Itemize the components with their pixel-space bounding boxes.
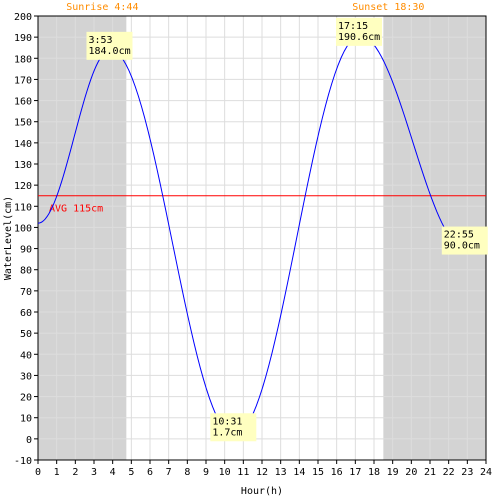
y-axis-ticks: -10 0 10 20 30 40 50 60 70 80 90 100 110 120 130 140 150…: [14, 12, 38, 467]
y-tick-label: 180: [14, 54, 32, 65]
x-tick-label: 20: [405, 467, 417, 478]
annotation-level: 184.0cm: [88, 46, 130, 57]
y-tick-label: 130: [14, 160, 32, 171]
x-tick-label: 17: [349, 467, 361, 478]
x-tick-label: 24: [480, 467, 492, 478]
x-tick-label: 23: [461, 467, 473, 478]
annotation-time: 17:15: [338, 21, 368, 32]
x-tick-label: 0: [35, 467, 41, 478]
x-tick-label: 15: [312, 467, 324, 478]
y-tick-label: 170: [14, 75, 32, 86]
sunset-label: Sunset 18:30: [352, 2, 424, 13]
y-tick-label: 140: [14, 139, 32, 150]
annotation-box: [441, 226, 488, 255]
x-tick-label: 14: [293, 467, 305, 478]
y-tick-label: 150: [14, 118, 32, 129]
y-tick-label: 80: [20, 266, 32, 277]
x-tick-label: 22: [443, 467, 455, 478]
x-tick-label: 21: [424, 467, 436, 478]
x-tick-label: 18: [368, 467, 380, 478]
y-tick-label: 0: [26, 435, 32, 446]
x-tick-label: 3: [91, 467, 97, 478]
x-tick-label: 13: [275, 467, 287, 478]
x-tick-label: 11: [237, 467, 249, 478]
x-tick-label: 9: [203, 467, 209, 478]
x-tick-label: 10: [219, 467, 231, 478]
grid: [37, 15, 487, 461]
y-tick-label: 70: [20, 287, 32, 298]
x-tick-label: 7: [166, 467, 172, 478]
y-tick-label: -10: [14, 456, 32, 467]
x-axis-label: Hour(h): [241, 486, 283, 497]
annotation-time: 10:31: [212, 416, 242, 427]
annotation-time: 3:53: [88, 35, 112, 46]
x-tick-label: 16: [331, 467, 343, 478]
x-tick-label: 5: [128, 467, 134, 478]
y-tick-label: 110: [14, 202, 32, 213]
annotation-level: 190.6cm: [338, 32, 380, 43]
x-tick-label: 4: [110, 467, 116, 478]
night-band-morning: [38, 16, 127, 460]
average-label: AVG 115cm: [49, 204, 103, 215]
x-tick-label: 19: [387, 467, 399, 478]
y-tick-label: 10: [20, 414, 32, 425]
annotation-box: [336, 17, 382, 46]
annotation-level: 90.0cm: [444, 241, 480, 252]
y-tick-label: 40: [20, 350, 32, 361]
x-tick-label: 1: [54, 467, 60, 478]
y-tick-label: 50: [20, 329, 32, 340]
y-axis-label: WaterLevel(cm): [3, 196, 14, 280]
x-tick-label: 6: [147, 467, 153, 478]
y-tick-label: 90: [20, 245, 32, 256]
x-tick-label: 2: [72, 467, 78, 478]
x-tick-label: 12: [256, 467, 268, 478]
annotation-box: [210, 413, 257, 442]
y-tick-label: 100: [14, 223, 32, 234]
annotation-box: [86, 31, 133, 60]
y-tick-label: 20: [20, 393, 32, 404]
sunrise-label: Sunrise 4:44: [66, 2, 138, 13]
y-tick-label: 60: [20, 308, 32, 319]
y-tick-label: 160: [14, 97, 32, 108]
y-tick-label: 200: [14, 12, 32, 23]
y-tick-label: 190: [14, 33, 32, 44]
x-tick-label: 8: [184, 467, 190, 478]
average-line-group: AVG 115cm: [38, 195, 486, 215]
y-tick-label: 30: [20, 371, 32, 382]
y-tick-label: 120: [14, 181, 32, 192]
annotation-level: 1.7cm: [212, 427, 242, 438]
x-axis-ticks: 0 1 2 3 4 5 6 7 8 9 10 11 12 13 14 15 16 17 18 19 20 21 22 23 24: [35, 460, 492, 478]
annotation-time: 22:55: [444, 230, 474, 241]
